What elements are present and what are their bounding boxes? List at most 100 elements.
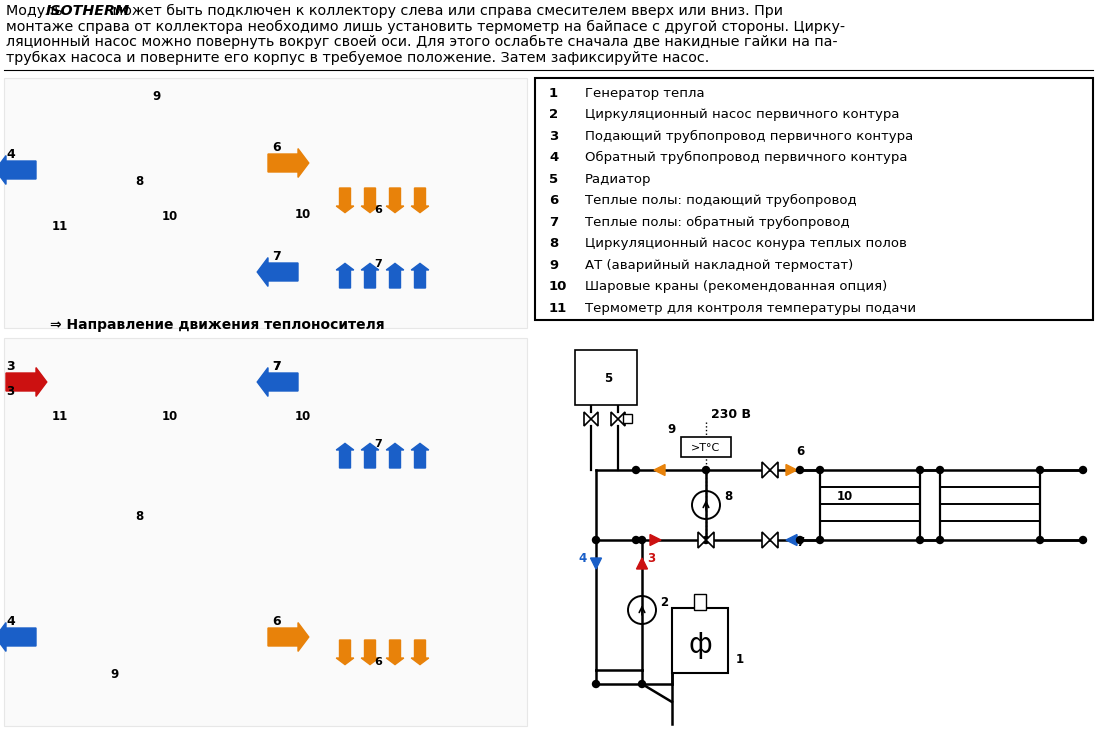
Text: 9: 9 bbox=[667, 423, 676, 436]
Text: 1: 1 bbox=[736, 653, 744, 666]
Text: 11: 11 bbox=[548, 302, 567, 314]
Text: 10: 10 bbox=[548, 280, 567, 293]
Text: Обратный трубпопровод первичного контура: Обратный трубпопровод первичного контура bbox=[585, 151, 907, 164]
Polygon shape bbox=[336, 188, 354, 213]
Polygon shape bbox=[706, 532, 714, 548]
Text: 7: 7 bbox=[272, 360, 281, 373]
Text: 7: 7 bbox=[272, 360, 280, 373]
Text: ляционный насос можно повернуть вокруг своей оси. Для этого ослабьте сначала две: ляционный насос можно повернуть вокруг с… bbox=[5, 35, 838, 49]
Polygon shape bbox=[268, 623, 308, 651]
Polygon shape bbox=[584, 412, 591, 426]
Circle shape bbox=[633, 466, 640, 474]
Polygon shape bbox=[702, 548, 710, 556]
Text: 4: 4 bbox=[5, 615, 14, 628]
Text: 8: 8 bbox=[548, 237, 558, 250]
Circle shape bbox=[796, 466, 803, 474]
Polygon shape bbox=[611, 412, 618, 426]
Text: Циркуляционный насос первичного контура: Циркуляционный насос первичного контура bbox=[585, 108, 900, 121]
Circle shape bbox=[633, 537, 640, 544]
Polygon shape bbox=[762, 462, 770, 478]
Circle shape bbox=[592, 537, 599, 544]
Text: монтаже справа от коллектора необходимо лишь установить термометр на байпасе с д: монтаже справа от коллектора необходимо … bbox=[5, 20, 845, 34]
Text: АТ (аварийный накладной термостат): АТ (аварийный накладной термостат) bbox=[585, 259, 853, 272]
Polygon shape bbox=[361, 188, 378, 213]
Polygon shape bbox=[591, 412, 598, 426]
Text: 3: 3 bbox=[548, 130, 558, 143]
Text: 4: 4 bbox=[578, 552, 586, 565]
Polygon shape bbox=[336, 444, 354, 468]
Polygon shape bbox=[785, 464, 798, 475]
Polygon shape bbox=[0, 156, 36, 184]
Text: 230 В: 230 В bbox=[711, 408, 751, 421]
Text: Термометр для контроля температуры подачи: Термометр для контроля температуры подач… bbox=[585, 302, 916, 314]
Text: ф: ф bbox=[688, 631, 712, 659]
Text: 6: 6 bbox=[796, 445, 804, 458]
Text: 6: 6 bbox=[548, 194, 558, 208]
Polygon shape bbox=[654, 464, 665, 475]
Polygon shape bbox=[651, 534, 661, 545]
Text: 7: 7 bbox=[374, 259, 382, 269]
Text: трубках насоса и поверните его корпус в требуемое положение. Затем зафиксируйте : трубках насоса и поверните его корпус в … bbox=[5, 50, 710, 64]
Polygon shape bbox=[5, 368, 47, 396]
Text: >T°C: >T°C bbox=[691, 443, 721, 453]
Polygon shape bbox=[257, 257, 298, 287]
Text: 6: 6 bbox=[374, 657, 382, 667]
Text: 2: 2 bbox=[548, 108, 558, 121]
Text: 2: 2 bbox=[660, 596, 668, 609]
Polygon shape bbox=[770, 532, 778, 548]
Circle shape bbox=[638, 681, 645, 687]
Text: 7: 7 bbox=[796, 536, 804, 549]
Polygon shape bbox=[0, 623, 36, 651]
Polygon shape bbox=[770, 462, 778, 478]
Polygon shape bbox=[785, 534, 798, 545]
Circle shape bbox=[937, 537, 943, 544]
Text: 6: 6 bbox=[272, 141, 281, 154]
Text: 10: 10 bbox=[295, 410, 312, 423]
Circle shape bbox=[816, 537, 824, 544]
Polygon shape bbox=[411, 640, 429, 664]
Polygon shape bbox=[411, 263, 429, 288]
Text: может быть подключен к коллектору слева или справа смесителем вверх или вниз. Пр: может быть подключен к коллектору слева … bbox=[108, 4, 783, 18]
Polygon shape bbox=[386, 444, 404, 468]
Polygon shape bbox=[411, 188, 429, 213]
Text: Подающий трубпопровод первичного контура: Подающий трубпопровод первичного контура bbox=[585, 130, 913, 143]
Text: 8: 8 bbox=[135, 175, 144, 188]
Bar bbox=[694, 594, 706, 610]
Text: 3: 3 bbox=[647, 552, 655, 565]
Polygon shape bbox=[590, 558, 601, 569]
Text: 6: 6 bbox=[374, 205, 382, 215]
Polygon shape bbox=[336, 640, 354, 664]
Text: 8: 8 bbox=[135, 510, 144, 523]
Text: 5: 5 bbox=[603, 373, 612, 385]
Text: 4: 4 bbox=[548, 151, 558, 164]
Polygon shape bbox=[762, 532, 770, 548]
Text: 3: 3 bbox=[5, 360, 14, 373]
Circle shape bbox=[592, 681, 599, 687]
Text: 9: 9 bbox=[152, 90, 160, 103]
Bar bbox=[4, 78, 527, 328]
Bar bbox=[672, 608, 728, 673]
Text: ISOTHERM: ISOTHERM bbox=[46, 4, 131, 18]
Bar bbox=[623, 414, 632, 423]
Text: Генератор тепла: Генератор тепла bbox=[585, 87, 704, 100]
Bar bbox=[535, 78, 1093, 320]
Polygon shape bbox=[361, 263, 378, 288]
Text: 7: 7 bbox=[272, 250, 281, 263]
Polygon shape bbox=[386, 263, 404, 288]
Polygon shape bbox=[336, 263, 354, 288]
Text: 5: 5 bbox=[548, 173, 558, 186]
Polygon shape bbox=[386, 188, 404, 213]
Circle shape bbox=[702, 466, 710, 474]
Text: 9: 9 bbox=[548, 259, 558, 272]
Polygon shape bbox=[361, 640, 378, 664]
Polygon shape bbox=[618, 412, 625, 426]
Circle shape bbox=[1037, 466, 1043, 474]
Text: Циркуляционный насос конура теплых полов: Циркуляционный насос конура теплых полов bbox=[585, 237, 907, 250]
Circle shape bbox=[816, 466, 824, 474]
Text: 1: 1 bbox=[548, 87, 558, 100]
Polygon shape bbox=[268, 148, 308, 178]
Bar bbox=[4, 338, 527, 726]
Circle shape bbox=[916, 466, 924, 474]
Text: 11: 11 bbox=[52, 410, 68, 423]
Text: 3: 3 bbox=[5, 385, 14, 398]
